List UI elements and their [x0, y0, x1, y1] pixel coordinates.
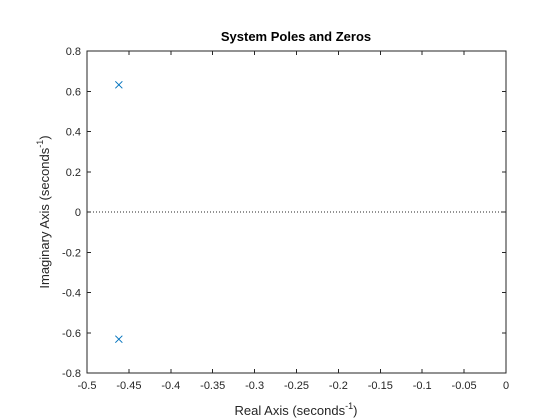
x-tick-label: -0.4	[161, 380, 180, 392]
y-tick-label: 0.6	[66, 86, 81, 98]
y-tick-label: 0	[75, 207, 81, 219]
x-axis-label-suffix: )	[353, 403, 357, 418]
y-tick-labels: -0.8 -0.6 -0.4 -0.2 0 0.2 0.4 0.6 0.8	[62, 46, 81, 380]
pole-marker	[114, 80, 123, 89]
x-axis-label-text: Real Axis (seconds	[235, 403, 346, 418]
x-tick-label: -0.05	[452, 380, 477, 392]
y-tick-label: -0.8	[62, 368, 81, 380]
y-tick-label: 0.2	[66, 167, 81, 179]
y-tick-label: -0.4	[62, 288, 81, 300]
x-tick-label: -0.25	[284, 380, 309, 392]
x-tick-label: 0	[503, 380, 509, 392]
axes-frame	[86, 50, 507, 374]
y-axis-label-sup: -1	[35, 140, 45, 148]
x-axis-label-sup: -1	[345, 401, 353, 411]
y-tick-label: -0.6	[62, 328, 81, 340]
x-axis-label: Real Axis (seconds-1)	[235, 401, 358, 418]
x-tick-label: -0.2	[329, 380, 348, 392]
axes-box	[86, 50, 507, 374]
x-tick-label: -0.3	[245, 380, 264, 392]
chart-title: System Poles and Zeros	[221, 29, 371, 44]
y-axis-label-text: Imaginary Axis (seconds	[37, 147, 52, 288]
x-tick-label: -0.1	[413, 380, 432, 392]
x-tick-label: -0.45	[116, 380, 141, 392]
pole-markers	[114, 80, 123, 344]
y-axis-label: Imaginary Axis (seconds-1)	[35, 135, 52, 288]
pole-marker-stroke-b	[114, 335, 123, 344]
x-tick-label: -0.5	[78, 380, 97, 392]
tick-marks	[86, 50, 507, 374]
y-axis-label-suffix: )	[37, 135, 52, 139]
y-tick-label: -0.2	[62, 247, 81, 259]
pole-marker	[114, 335, 123, 344]
x-tick-label: -0.35	[200, 380, 225, 392]
x-tick-labels: -0.5 -0.45 -0.4 -0.35 -0.3 -0.25 -0.2 -0.15 -0.1…	[78, 380, 510, 392]
y-tick-label: 0.8	[66, 46, 81, 58]
pole-marker-stroke-b	[114, 80, 123, 89]
y-tick-label: 0.4	[66, 127, 81, 139]
x-tick-label: -0.15	[368, 380, 393, 392]
